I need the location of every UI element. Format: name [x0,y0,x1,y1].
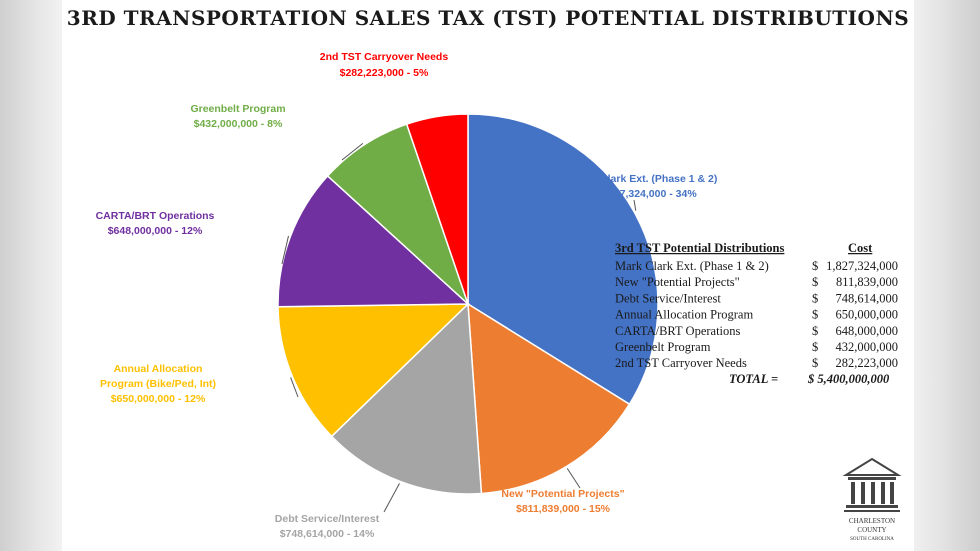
label-new-potential: New "Potential Projects" $811,839,000 - … [501,488,624,515]
leader-line-mark-clark [633,199,637,211]
table-header-cost: Cost [848,241,873,255]
table-cell-name: Annual Allocation Program [615,308,753,322]
pie-slice-greenbelt [326,123,469,305]
table-cell-name: CARTA/BRT Operations [615,324,741,338]
label-line: $650,000,000 - 12% [111,393,206,405]
leader-line-greenbelt [341,142,364,161]
leader-line-carta [281,235,289,265]
label-line: Annual Allocation [114,363,203,375]
table-cell-name: Greenbelt Program [615,340,711,354]
table-cell-name: Debt Service/Interest [615,291,721,305]
label-line: $648,000,000 - 12% [108,225,203,237]
courthouse-icon [842,457,902,512]
pie-slices [277,113,659,495]
label-line: $1,827,324,000 - 34% [593,188,697,200]
label-annual-allocation: Annual Allocation Program (Bike/Ped, Int… [100,363,216,405]
table-cell-amount: 1,827,324,000 [826,259,898,273]
pie-slice-debt-service [330,302,483,495]
label-line: $748,614,000 - 14% [280,528,375,540]
pie-slice-carryover [405,113,469,305]
table-header-name: 3rd TST Potential Distributions [615,241,784,255]
label-line: 2nd TST Carryover Needs [320,51,449,63]
table-cell-name: New "Potential Projects" [615,275,740,289]
page-title: 3RD TRANSPORTATION SALES TAX (TST) POTEN… [66,6,910,30]
pie-slice-mark-clark [467,113,659,406]
label-mark-clark: Mark Clark Ext. (Phase 1 & 2) $1,827,324… [573,173,718,200]
leader-line-annual-allocation [290,377,299,398]
table-cell-dollar: $ [812,356,818,370]
table-cell-name: Mark Clark Ext. (Phase 1 & 2) [615,259,769,273]
label-line: $282,223,000 - 5% [340,67,429,79]
charleston-county-logo: CHARLESTON COUNTY SOUTH CAROLINA [842,457,902,542]
left-bezel [0,0,62,551]
leader-line-new-potential [566,468,581,489]
pie-slice-new-potential [467,302,631,495]
label-line: Greenbelt Program [190,103,285,115]
logo-line-2: COUNTY [857,526,886,534]
pie-slice-annual-allocation [277,303,470,438]
logo-line-3: SOUTH CAROLINA [850,537,894,542]
table-cell-name: 2nd TST Carryover Needs [615,356,747,370]
label-line: CARTA/BRT Operations [96,210,215,222]
table-cell-dollar: $ [812,324,818,338]
label-carta: CARTA/BRT Operations $648,000,000 - 12% [96,210,215,237]
table-cell-amount: 648,000,000 [836,324,899,338]
pie-chart: Mark Clark Ext. (Phase 1 & 2) $1,827,324… [96,51,898,540]
table-cell-dollar: $ [812,259,818,273]
logo-line-1: CHARLESTON [849,517,895,525]
label-line: Program (Bike/Ped, Int) [100,378,216,390]
table-cell-amount: 650,000,000 [836,308,899,322]
label-carryover: 2nd TST Carryover Needs $282,223,000 - 5… [320,51,449,79]
label-line: Mark Clark Ext. (Phase 1 & 2) [573,173,718,185]
label-line: Debt Service/Interest [275,513,380,525]
label-line: $432,000,000 - 8% [194,118,283,130]
label-greenbelt: Greenbelt Program $432,000,000 - 8% [190,103,285,130]
table-total-label: TOTAL = [729,372,778,386]
table-cell-dollar: $ [812,340,818,354]
label-debt-service: Debt Service/Interest $748,614,000 - 14% [275,513,380,540]
table-cell-amount: 432,000,000 [836,340,899,354]
table-cell-dollar: $ [812,308,818,322]
table-cell-dollar: $ [812,291,818,305]
table-total-amount: $ 5,400,000,000 [807,372,890,386]
leader-lines [281,142,637,513]
right-bezel [914,0,980,551]
table-cell-amount: 282,223,000 [836,356,899,370]
table-cell-amount: 811,839,000 [836,275,898,289]
distribution-table: 3rd TST Potential Distributions Cost Mar… [615,241,898,386]
table-cell-dollar: $ [812,275,818,289]
table-cell-amount: 748,614,000 [836,291,899,305]
label-line: New "Potential Projects" [501,488,624,500]
label-line: $811,839,000 - 15% [516,503,611,515]
table-rows: Mark Clark Ext. (Phase 1 & 2) $1,827,324,… [615,259,898,370]
leader-line-debt-service [383,483,400,513]
pie-slice-carta [277,174,470,308]
slide: 3RD TRANSPORTATION SALES TAX (TST) POTEN… [62,0,914,551]
